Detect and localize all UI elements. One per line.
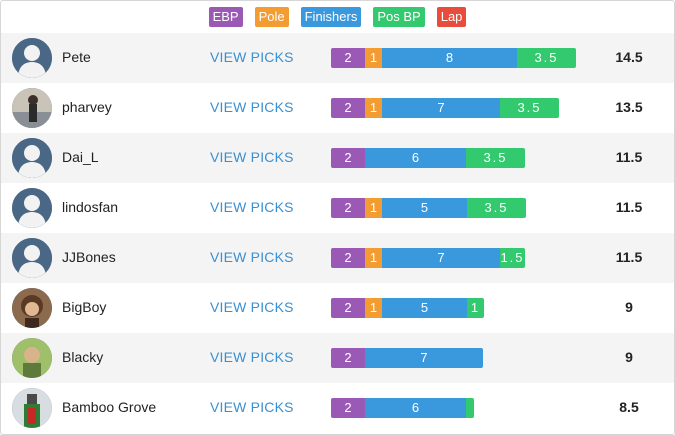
view-picks-link[interactable]: VIEW PICKS	[210, 99, 294, 115]
ebp-segment: 2	[331, 198, 365, 218]
leaderboard-row: JJBones VIEW PICKS 2 1 7 1.5 11.5	[1, 233, 674, 283]
ebp-segment: 2	[331, 98, 365, 118]
pos-bp-segment: 3.5	[500, 98, 559, 118]
total-score: 11.5	[615, 249, 643, 265]
pos-bp-segment	[466, 398, 474, 418]
view-picks-link[interactable]: VIEW PICKS	[210, 249, 294, 265]
pole-segment: 1	[365, 98, 382, 118]
view-picks-link[interactable]: VIEW PICKS	[210, 199, 294, 215]
default-avatar-icon	[12, 38, 52, 78]
player-name: Bamboo Grove	[62, 399, 157, 415]
score-legend: EBP Pole Finishers Pos BP Lap	[1, 1, 674, 32]
default-avatar-icon	[12, 188, 52, 228]
total-score: 8.5	[619, 399, 639, 415]
legend-pole: Pole	[254, 6, 289, 27]
avatar	[12, 288, 52, 328]
legend-finishers: Finishers	[300, 6, 362, 27]
ebp-segment: 2	[331, 348, 365, 368]
leaderboard-row: BigBoy VIEW PICKS 2 1 5 1 9	[1, 283, 674, 333]
avatar	[12, 338, 52, 378]
player-name: pharvey	[62, 99, 112, 115]
ebp-segment: 2	[331, 398, 365, 418]
total-score: 9	[625, 349, 633, 365]
total-score: 13.5	[615, 99, 643, 115]
default-avatar-icon	[12, 138, 52, 178]
total-score: 11.5	[615, 149, 643, 165]
score-bar: 2 6 3.5	[331, 148, 525, 168]
finishers-segment: 7	[382, 248, 500, 268]
ebp-segment: 2	[331, 248, 365, 268]
pos-bp-segment: 1	[467, 298, 484, 318]
avatar	[12, 88, 52, 128]
finishers-segment: 6	[365, 148, 466, 168]
leaderboard-row: lindosfan VIEW PICKS 2 1 5 3.5 11.5	[1, 183, 674, 233]
legend-lap: Lap	[436, 6, 467, 27]
total-score: 14.5	[615, 49, 643, 65]
leaderboard-row: Dai_L VIEW PICKS 2 6 3.5 11.5	[1, 133, 674, 183]
score-bar: 2 1 7 1.5	[331, 248, 525, 268]
view-picks-link[interactable]: VIEW PICKS	[210, 349, 294, 365]
pole-segment: 1	[365, 198, 382, 218]
finishers-segment: 8	[382, 48, 517, 68]
score-bar: 2 1 5 3.5	[331, 198, 526, 218]
pole-segment: 1	[365, 298, 382, 318]
player-name: Blacky	[62, 349, 104, 365]
legend-pos-bp: Pos BP	[373, 6, 425, 27]
leaderboard-row: Pete VIEW PICKS 2 1 8 3.5 14.5	[1, 33, 674, 83]
player-name: JJBones	[62, 249, 116, 265]
pos-bp-segment: 3.5	[467, 198, 526, 218]
finishers-segment: 5	[382, 298, 467, 318]
total-score: 11.5	[615, 199, 643, 215]
finishers-segment: 7	[382, 98, 500, 118]
avatar	[12, 388, 52, 428]
player-name: Pete	[62, 49, 91, 65]
pos-bp-segment: 1.5	[500, 248, 525, 268]
view-picks-link[interactable]: VIEW PICKS	[210, 399, 294, 415]
player-name: BigBoy	[62, 299, 107, 315]
finishers-segment: 7	[365, 348, 483, 368]
score-bar: 2 1 8 3.5	[331, 48, 576, 68]
player-name: Dai_L	[62, 149, 99, 165]
view-picks-link[interactable]: VIEW PICKS	[210, 149, 294, 165]
view-picks-link[interactable]: VIEW PICKS	[210, 299, 294, 315]
default-avatar-icon	[12, 238, 52, 278]
finishers-segment: 5	[382, 198, 467, 218]
pole-segment: 1	[365, 48, 382, 68]
legend-ebp: EBP	[208, 6, 243, 27]
total-score: 9	[625, 299, 633, 315]
ebp-segment: 2	[331, 298, 365, 318]
finishers-segment: 6	[365, 398, 466, 418]
ebp-segment: 2	[331, 48, 365, 68]
leaderboard-row: Blacky VIEW PICKS 2 7 9	[1, 333, 674, 383]
score-bar: 2 1 7 3.5	[331, 98, 559, 118]
view-picks-link[interactable]: VIEW PICKS	[210, 49, 294, 65]
pos-bp-segment: 3.5	[517, 48, 576, 68]
player-name: lindosfan	[62, 199, 119, 215]
ebp-segment: 2	[331, 148, 365, 168]
leaderboard-row: pharvey VIEW PICKS 2 1 7 3.5 13.5	[1, 83, 674, 133]
pos-bp-segment: 3.5	[466, 148, 525, 168]
leaderboard-row: Bamboo Grove VIEW PICKS 2 6 8.5	[1, 383, 674, 433]
pole-segment: 1	[365, 248, 382, 268]
